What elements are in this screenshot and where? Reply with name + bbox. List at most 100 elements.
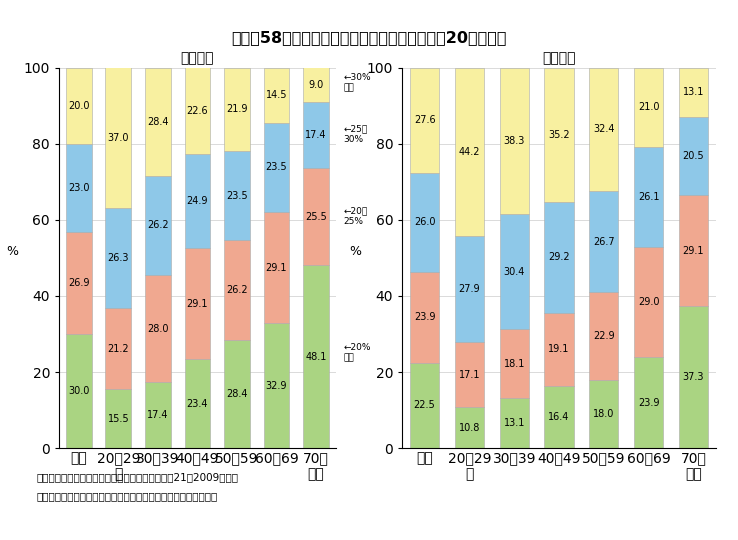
Bar (224, 68, 249, 151)
Text: 21.2: 21.2 (108, 344, 129, 354)
Bar (545, 202, 573, 313)
Text: 38.3: 38.3 (503, 136, 525, 146)
Bar (410, 68, 439, 173)
Title: （男性）: （男性） (181, 51, 214, 65)
Bar (634, 247, 663, 357)
Bar (263, 212, 289, 323)
Text: 17.4: 17.4 (306, 130, 327, 140)
Bar (500, 399, 529, 448)
Bar (455, 68, 484, 236)
Bar (66, 334, 92, 448)
Text: 26.0: 26.0 (414, 217, 435, 227)
Text: 30.0: 30.0 (68, 386, 89, 396)
Y-axis label: %: % (350, 245, 362, 258)
Bar (145, 382, 170, 448)
Bar (106, 308, 131, 389)
Bar (303, 68, 329, 102)
Text: 26.2: 26.2 (226, 285, 248, 295)
Bar (184, 153, 210, 248)
Text: 26.2: 26.2 (147, 220, 169, 231)
Text: 13.1: 13.1 (503, 418, 525, 428)
Text: 20.5: 20.5 (683, 151, 704, 161)
Text: 28.4: 28.4 (227, 389, 248, 399)
Title: （女性）: （女性） (542, 51, 576, 65)
Bar (500, 329, 529, 399)
Bar (589, 380, 618, 448)
Bar (545, 68, 573, 202)
Bar (589, 191, 618, 293)
Bar (679, 68, 708, 117)
Text: 19.1: 19.1 (548, 345, 570, 354)
Text: 21.9: 21.9 (227, 104, 248, 114)
Text: 22.6: 22.6 (187, 105, 208, 116)
Bar (106, 389, 131, 448)
Bar (184, 68, 210, 153)
Bar (679, 117, 708, 195)
Text: 9.0: 9.0 (308, 79, 324, 90)
Text: 32.4: 32.4 (593, 124, 615, 134)
Text: 17.4: 17.4 (147, 410, 168, 420)
Text: 16.4: 16.4 (548, 412, 570, 422)
Text: ←20～
25%: ←20～ 25% (344, 206, 368, 226)
Text: ←30%
以上: ←30% 以上 (344, 73, 371, 92)
Bar (263, 323, 289, 448)
Bar (263, 68, 289, 123)
Bar (145, 68, 170, 176)
Text: 18.1: 18.1 (503, 359, 525, 369)
Text: 資料：厚生労働省「国民健康・栄養調査」（平成21（2009）年）: 資料：厚生労働省「国民健康・栄養調査」（平成21（2009）年） (37, 472, 239, 483)
Bar (184, 359, 210, 448)
Bar (545, 386, 573, 448)
Text: 23.5: 23.5 (226, 191, 248, 200)
Text: 37.0: 37.0 (108, 133, 129, 143)
Text: 24.9: 24.9 (187, 196, 208, 206)
Bar (145, 176, 170, 275)
Text: 26.3: 26.3 (108, 253, 129, 264)
Text: 23.9: 23.9 (414, 312, 435, 322)
Bar (634, 68, 663, 147)
Text: 23.4: 23.4 (187, 399, 208, 409)
Text: 25.5: 25.5 (305, 212, 327, 221)
Bar (303, 265, 329, 448)
Text: 35.2: 35.2 (548, 130, 570, 140)
Text: 29.2: 29.2 (548, 253, 570, 262)
Text: 29.1: 29.1 (266, 262, 287, 273)
Text: 48.1: 48.1 (306, 352, 327, 362)
Bar (589, 293, 618, 380)
Text: 23.5: 23.5 (266, 163, 287, 172)
Y-axis label: %: % (7, 245, 18, 258)
Bar (545, 313, 573, 386)
Text: 23.0: 23.0 (68, 183, 89, 193)
Bar (500, 214, 529, 329)
Bar (66, 68, 92, 144)
Bar (500, 68, 529, 214)
Bar (263, 123, 289, 212)
Bar (66, 144, 92, 232)
Bar (410, 272, 439, 362)
Text: 15.5: 15.5 (108, 414, 129, 424)
Bar (410, 362, 439, 448)
Bar (455, 342, 484, 407)
Text: 13.1: 13.1 (683, 87, 704, 97)
Bar (410, 173, 439, 272)
Text: 32.9: 32.9 (266, 381, 287, 390)
Bar (66, 232, 92, 334)
Text: 20.0: 20.0 (68, 101, 89, 111)
Text: 27.9: 27.9 (458, 284, 480, 294)
Bar (634, 147, 663, 247)
Text: 30.4: 30.4 (503, 267, 525, 276)
Text: 28.4: 28.4 (147, 117, 168, 126)
Text: 27.6: 27.6 (414, 115, 435, 125)
Bar (679, 306, 708, 448)
Text: 29.1: 29.1 (187, 299, 208, 309)
Bar (455, 236, 484, 342)
Text: 注：脂肪エネルギー比率とは、脂肪からのエネルギー摂取割合: 注：脂肪エネルギー比率とは、脂肪からのエネルギー摂取割合 (37, 491, 218, 502)
Bar (224, 340, 249, 448)
Text: ←20%
未満: ←20% 未満 (344, 343, 371, 363)
Bar (224, 151, 249, 240)
Bar (145, 275, 170, 382)
Bar (224, 240, 249, 340)
Bar (634, 357, 663, 448)
Text: 22.9: 22.9 (593, 331, 615, 341)
Text: 28.0: 28.0 (147, 323, 168, 334)
Text: 29.0: 29.0 (638, 297, 659, 307)
